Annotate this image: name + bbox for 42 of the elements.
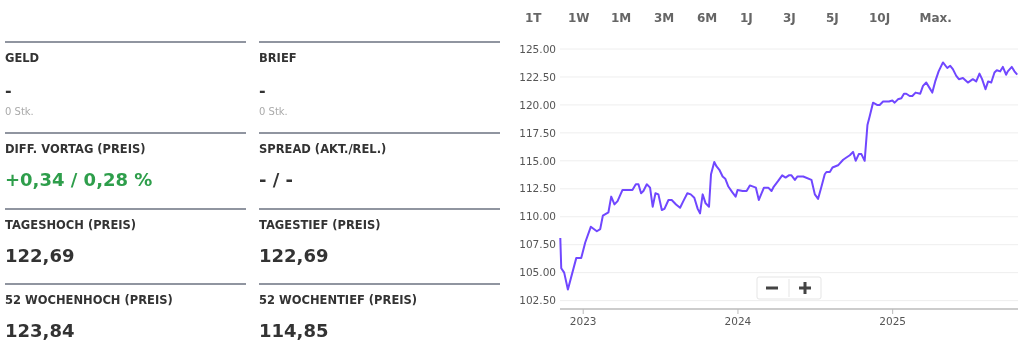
y-tick-label: 105.00: [519, 266, 556, 279]
line-series: [559, 61, 1019, 291]
y-tick-label: 115.00: [519, 154, 556, 167]
x-tick-label: 2025: [879, 315, 907, 327]
text: SPREAD (AKT./REL.): [259, 142, 387, 156]
text: 10J: [869, 11, 891, 25]
text: -: [5, 81, 12, 100]
y-tick-label: 117.50: [519, 126, 556, 139]
text: 122,69: [5, 245, 75, 266]
text: Max.: [919, 11, 952, 25]
text: 1M: [611, 11, 632, 25]
y-tick-label: 110.00: [519, 210, 556, 223]
y-tick-label: 102.50: [519, 294, 556, 307]
y-tick-label: 107.50: [519, 238, 556, 251]
text: 122,69: [259, 245, 329, 266]
text: TAGESTIEF (PREIS): [259, 218, 381, 232]
text: BRIEF: [259, 51, 297, 65]
text: 1J: [740, 11, 753, 25]
text: -: [259, 81, 266, 100]
text: TAGESHOCH (PREIS): [5, 218, 137, 232]
text: - / -: [259, 169, 294, 190]
x-tick-label: 2024: [724, 315, 752, 327]
text: 3J: [783, 11, 796, 25]
text: 1T: [525, 11, 543, 25]
text: 1W: [568, 11, 590, 25]
text: 5J: [826, 11, 839, 25]
text: GELD: [5, 51, 40, 65]
x-tick-label: 2023: [569, 315, 597, 327]
y-tick-label: 125.00: [519, 42, 556, 55]
text: 52 WOCHENHOCH (PREIS): [5, 293, 173, 307]
text: DIFF. VORTAG (PREIS): [5, 142, 146, 156]
y-tick-label: 122.50: [519, 70, 556, 83]
text: 6M: [697, 11, 718, 25]
text: 0 Stk.: [5, 106, 34, 117]
text: 123,84: [5, 320, 75, 341]
text: 52 WOCHENTIEF (PREIS): [259, 293, 418, 307]
text: 3M: [654, 11, 675, 25]
y-tick-label: 120.00: [519, 98, 556, 111]
y-tick-label: 112.50: [519, 182, 556, 195]
text: +0,34 / 0,28 %: [5, 169, 153, 190]
text: 114,85: [259, 320, 329, 341]
text: 0 Stk.: [259, 106, 288, 117]
